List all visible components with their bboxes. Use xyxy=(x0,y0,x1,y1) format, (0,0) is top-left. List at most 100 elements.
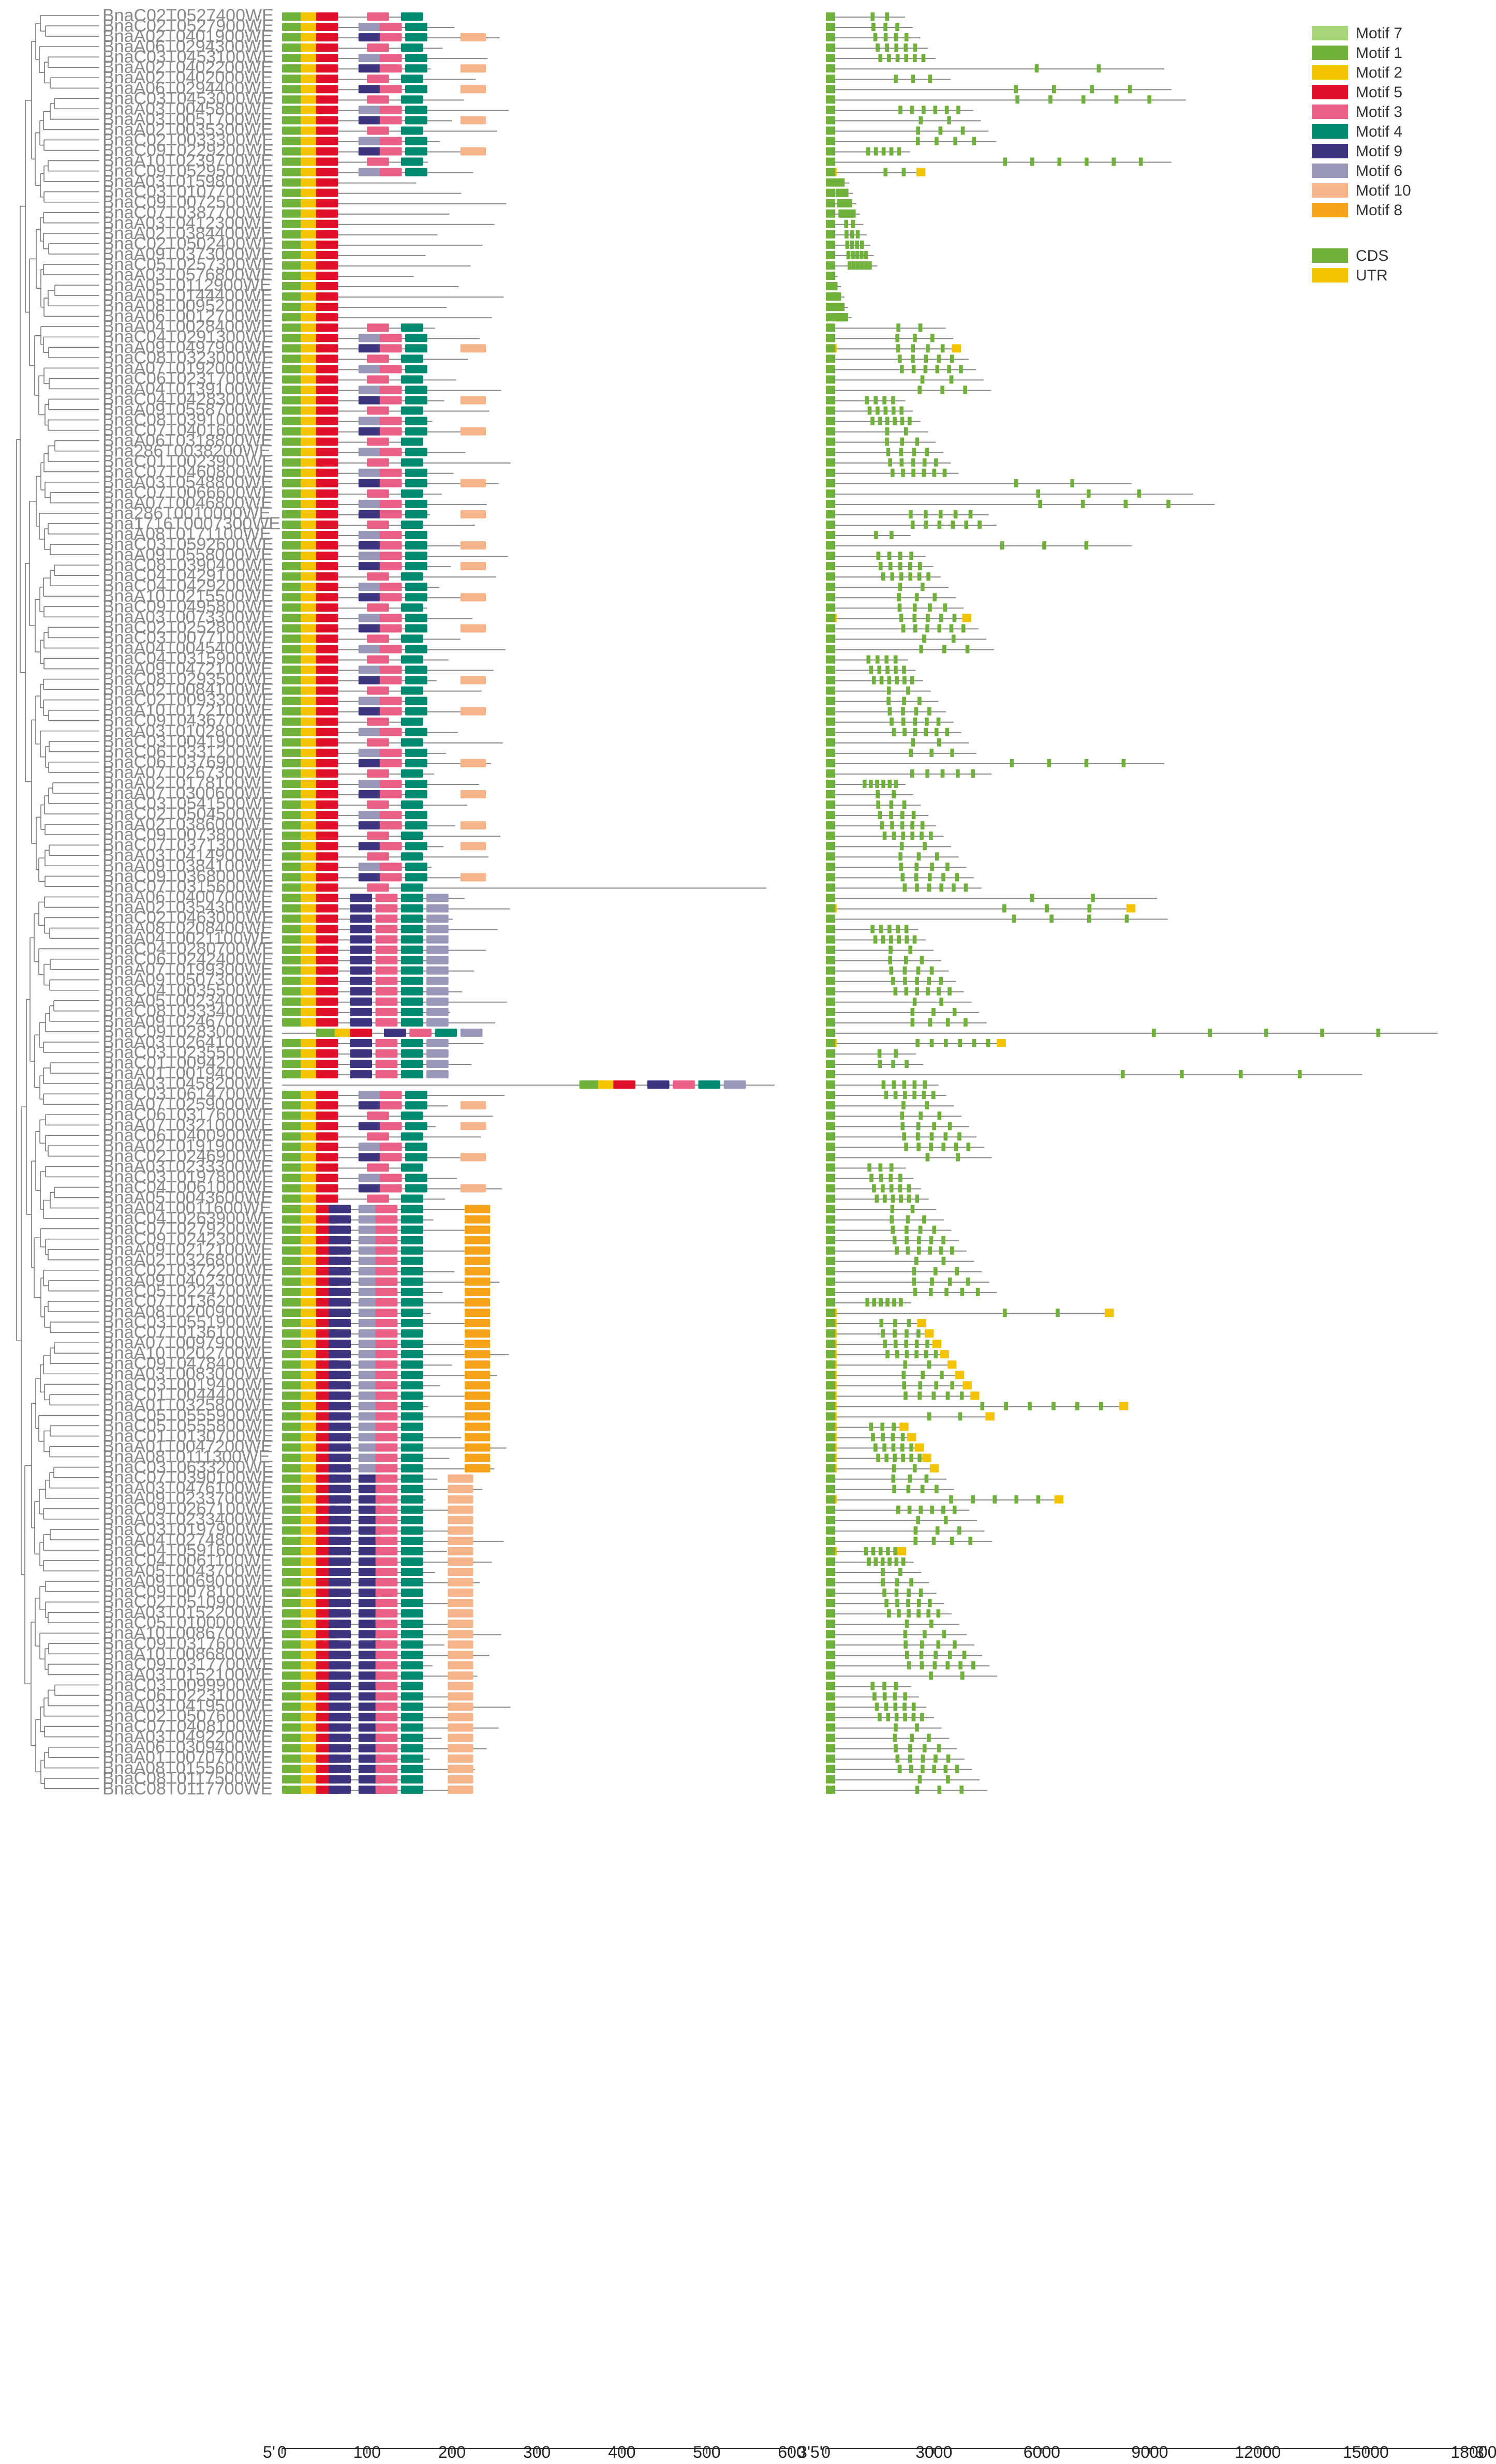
gene-structure-row xyxy=(826,904,1136,913)
gene-name-label: BnaA09T0472100WE xyxy=(102,659,273,679)
cds-block xyxy=(901,1557,906,1566)
motif-5-box xyxy=(316,344,338,353)
motif-1-box xyxy=(282,956,304,964)
gene-name-label: BnaA06T0294400WE xyxy=(102,78,273,98)
motif-1-box xyxy=(282,188,304,197)
motif-4-box xyxy=(401,1038,423,1047)
motif-1-box xyxy=(282,1319,304,1328)
motif-1-box xyxy=(282,1464,304,1473)
motif-row xyxy=(282,240,483,249)
motif-row xyxy=(282,1101,486,1110)
motif-8-box xyxy=(464,1246,491,1255)
motif-5-box xyxy=(316,614,338,622)
motif-4-box xyxy=(405,54,427,63)
gene-structure-row xyxy=(826,1733,950,1742)
cds-block xyxy=(947,365,951,374)
gene-structure-row xyxy=(826,738,969,747)
gene-structure-row xyxy=(826,1142,984,1151)
cds-block xyxy=(869,1174,873,1182)
cds-block xyxy=(826,437,836,446)
gene-structure-row xyxy=(826,1309,1114,1317)
gene-name-label: BnaC04T0591600WE xyxy=(102,1540,274,1560)
motif-1-box xyxy=(282,1122,304,1131)
gene-axis-tick-label: 0 xyxy=(821,2443,831,2461)
gene-structure-row xyxy=(826,1038,1006,1047)
motif-4-box xyxy=(401,1215,423,1224)
cds-block xyxy=(864,250,868,259)
motif-row xyxy=(282,717,423,726)
motif-1-box xyxy=(282,448,304,456)
cds-block xyxy=(934,728,939,736)
cds-block xyxy=(942,468,947,477)
cds-block xyxy=(873,33,878,42)
motif-4-box xyxy=(405,106,427,114)
cds-block xyxy=(888,945,893,954)
motif-3-box xyxy=(379,1184,402,1193)
cds-block xyxy=(860,250,864,259)
motif-row xyxy=(282,1070,449,1079)
cds-block xyxy=(898,1174,902,1182)
motif-9-box xyxy=(329,1754,351,1763)
cds-block xyxy=(1002,904,1006,913)
motif-6-box xyxy=(358,665,381,674)
motif-row xyxy=(282,1277,500,1286)
motif-4-box xyxy=(405,728,427,736)
cds-block xyxy=(826,987,836,996)
cds-block xyxy=(942,1630,946,1639)
cds-block xyxy=(826,832,836,840)
motif-row xyxy=(282,1671,478,1680)
cds-block xyxy=(826,1713,836,1721)
gene-structure-row xyxy=(826,54,936,63)
motif-6-box xyxy=(358,748,381,757)
motif-row xyxy=(282,790,486,798)
gene-structure-row xyxy=(826,1754,965,1763)
motif-1-box xyxy=(282,23,304,32)
motif-9-box xyxy=(329,1256,351,1265)
motif-8-box xyxy=(464,1422,491,1431)
motif-4-box xyxy=(405,531,427,539)
motif-6-box xyxy=(426,1007,449,1016)
motif-row xyxy=(282,1764,475,1773)
motif-4-box xyxy=(401,1298,423,1307)
cds-block xyxy=(927,873,932,882)
cds-block xyxy=(889,800,894,809)
cds-block xyxy=(943,1516,948,1524)
cds-block xyxy=(826,1433,836,1442)
cds-block xyxy=(972,1038,976,1047)
cds-block xyxy=(922,106,926,114)
motif-1-box xyxy=(282,406,304,415)
cds-block xyxy=(826,1682,836,1690)
gene-name-label: Bna286T0038200WE xyxy=(102,441,271,461)
cds-block xyxy=(919,1589,923,1597)
motif-1-box xyxy=(282,250,304,259)
motif-row xyxy=(282,811,427,820)
cds-block xyxy=(891,1443,896,1452)
motif-row xyxy=(282,1381,491,1390)
cds-block xyxy=(1030,894,1034,902)
motif-8-box xyxy=(464,1298,491,1307)
cds-block xyxy=(826,1215,836,1224)
cds-block xyxy=(902,800,907,809)
gene-name-label: BnaA02T0402000WE xyxy=(102,68,273,87)
motif-9-box xyxy=(358,1733,381,1742)
motif-1-box xyxy=(282,738,304,747)
motif-5-box xyxy=(316,168,338,176)
motif-5-box xyxy=(316,323,338,332)
cds-block xyxy=(826,1194,836,1203)
motif-4-box xyxy=(405,707,427,716)
gene-structure-row xyxy=(826,1640,975,1649)
motif-9-box xyxy=(329,1547,351,1555)
cds-block xyxy=(826,603,836,612)
motif-4-box xyxy=(401,1775,423,1784)
cds-block xyxy=(950,1381,955,1390)
cds-block xyxy=(986,1038,990,1047)
cds-block xyxy=(934,458,938,467)
cds-block xyxy=(891,1194,895,1203)
motif-10-box xyxy=(448,1474,473,1483)
gene-name-label: BnaC02T0252800WE xyxy=(102,617,274,637)
cds-block xyxy=(826,510,836,518)
motif-1-box xyxy=(282,1651,304,1659)
gene-name-label: BnaC02T0463000WE xyxy=(102,908,274,927)
motif-1-box xyxy=(316,1028,338,1037)
cds-block xyxy=(952,614,957,622)
